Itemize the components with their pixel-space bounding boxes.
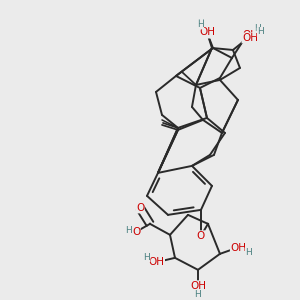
Text: OH: OH [242,30,258,40]
Text: OH: OH [230,243,246,253]
Text: H: H [125,226,132,235]
Text: OH: OH [148,257,164,267]
Text: OH: OH [199,27,215,37]
Text: H: H [254,25,261,34]
Text: H: H [197,20,204,28]
Text: H: H [197,20,204,29]
Text: H: H [195,290,201,299]
Text: H: H [245,248,252,257]
Text: O: O [132,227,140,237]
Text: O: O [197,231,205,241]
Text: H: H [143,253,150,262]
Text: OH: OH [242,33,258,43]
Text: OH: OH [198,28,214,38]
Text: O: O [136,203,144,213]
Text: H: H [257,28,264,37]
Text: OH: OH [190,281,206,291]
